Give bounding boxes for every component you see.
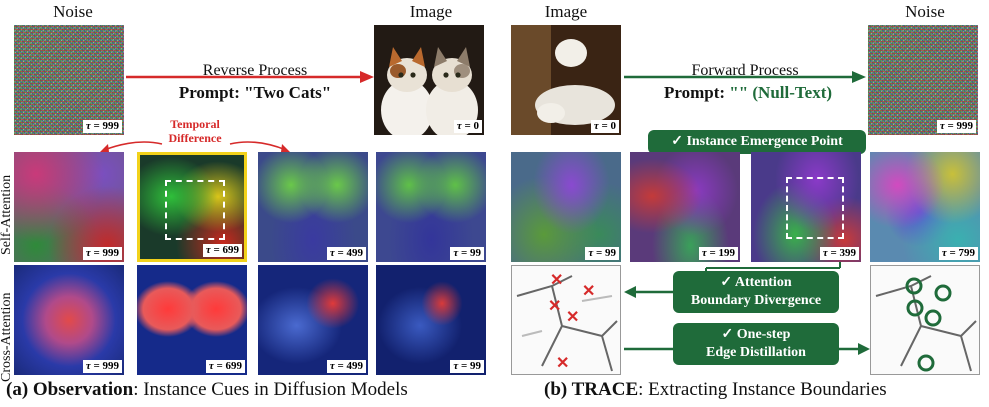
- tau-label: τ = 99: [585, 247, 619, 260]
- tau-label: τ = 499: [326, 360, 366, 373]
- right-caption: (b) TRACE: Extracting Instance Boundarie…: [544, 379, 887, 400]
- emergence-box: [165, 180, 225, 240]
- boundary-divergence-map: ✕ ✕ ✕ ✕ ✕: [511, 265, 621, 375]
- tau-label: τ = 399: [819, 247, 859, 260]
- forward-process-label: Forward Process: [691, 62, 799, 79]
- cats-illustration: [374, 25, 484, 135]
- tau-label: τ = 0: [453, 120, 482, 133]
- reverse-process-label: Reverse Process: [202, 62, 308, 79]
- tau-label: τ = 199: [698, 247, 738, 260]
- cross-attention-row-label: Cross-Attention: [0, 292, 14, 382]
- tau-label: τ = 699: [205, 360, 245, 373]
- forward-process-arrow: [624, 71, 866, 83]
- left-image-header: Image: [409, 2, 453, 21]
- right-image-header: Image: [544, 2, 588, 21]
- tau-label: τ = 799: [938, 247, 978, 260]
- right-prompt: Prompt: "" (Null-Text): [663, 83, 833, 102]
- left-noise-tile: τ = 999: [14, 25, 124, 135]
- svg-text:✕: ✕: [548, 298, 561, 315]
- tau-label: τ = 699: [202, 244, 242, 257]
- trace-attention-map: τ = 199: [630, 152, 740, 262]
- boundary-sketch: ✕ ✕ ✕ ✕ ✕: [516, 272, 618, 372]
- two-cats-image: τ = 0: [374, 25, 484, 135]
- right-noise-header: Noise: [905, 2, 945, 21]
- self-attention-row-label: Self-Attention: [0, 174, 14, 255]
- badge-line-1: ✓ One-step: [721, 327, 791, 342]
- self-attention-map: τ = 499: [258, 152, 368, 262]
- tau-label: τ = 499: [326, 247, 366, 260]
- cross-attention-map: τ = 999: [14, 265, 124, 375]
- emergence-box: [786, 177, 844, 239]
- cross-attention-map: τ = 499: [258, 265, 368, 375]
- temporal-label: Temporal: [170, 117, 220, 131]
- tau-label: τ = 999: [82, 247, 122, 260]
- left-caption: (a) Observation: Instance Cues in Diffus…: [6, 379, 408, 400]
- left-noise-header: Noise: [53, 2, 93, 21]
- svg-text:✕: ✕: [582, 283, 595, 300]
- edge-distillation-badge: ✓ One-step Edge Distillation: [673, 323, 839, 365]
- badge-line-2: Edge Distillation: [706, 345, 806, 360]
- svg-text:✕: ✕: [550, 272, 563, 289]
- tau-label: τ = 999: [936, 120, 976, 133]
- tau-label: τ = 99: [450, 360, 484, 373]
- tau-label: τ = 999: [82, 120, 122, 133]
- self-attention-map-highlighted: τ = 699: [137, 152, 247, 262]
- temporal-difference-arrows: [100, 141, 290, 152]
- trace-attention-map: τ = 99: [511, 152, 621, 262]
- attention-divergence-badge: ✓ Attention Boundary Divergence: [673, 271, 839, 313]
- dog-image: τ = 0: [511, 25, 621, 135]
- tau-label: τ = 0: [590, 120, 619, 133]
- edge-output-arrow: [838, 343, 870, 355]
- divergence-arrow: [624, 286, 674, 298]
- trace-attention-map-emergence: τ = 399: [751, 152, 861, 262]
- tau-label: τ = 999: [82, 360, 122, 373]
- edge-sketch: [875, 275, 977, 372]
- reverse-process-arrow: [126, 71, 374, 83]
- dog-illustration: [511, 25, 621, 135]
- badge-line-1: ✓ Attention: [720, 275, 792, 290]
- trace-attention-map: τ = 799: [870, 152, 980, 262]
- svg-text:✕: ✕: [566, 309, 579, 326]
- right-noise-tile: τ = 999: [868, 25, 978, 135]
- tau-label: τ = 99: [450, 247, 484, 260]
- badge-line-2: Boundary Divergence: [690, 293, 822, 308]
- svg-text:✕: ✕: [556, 355, 569, 372]
- difference-label: Difference: [168, 131, 222, 145]
- edge-distillation-map: [870, 265, 980, 375]
- cross-attention-map: τ = 699: [137, 265, 247, 375]
- cross-attention-map: τ = 99: [376, 265, 486, 375]
- self-attention-map: τ = 999: [14, 152, 124, 262]
- left-prompt: Prompt: "Two Cats": [178, 83, 332, 102]
- self-attention-map: τ = 99: [376, 152, 486, 262]
- instance-emergence-badge: ✓ Instance Emergence Point: [648, 130, 866, 154]
- edge-input-arrow: [624, 347, 674, 351]
